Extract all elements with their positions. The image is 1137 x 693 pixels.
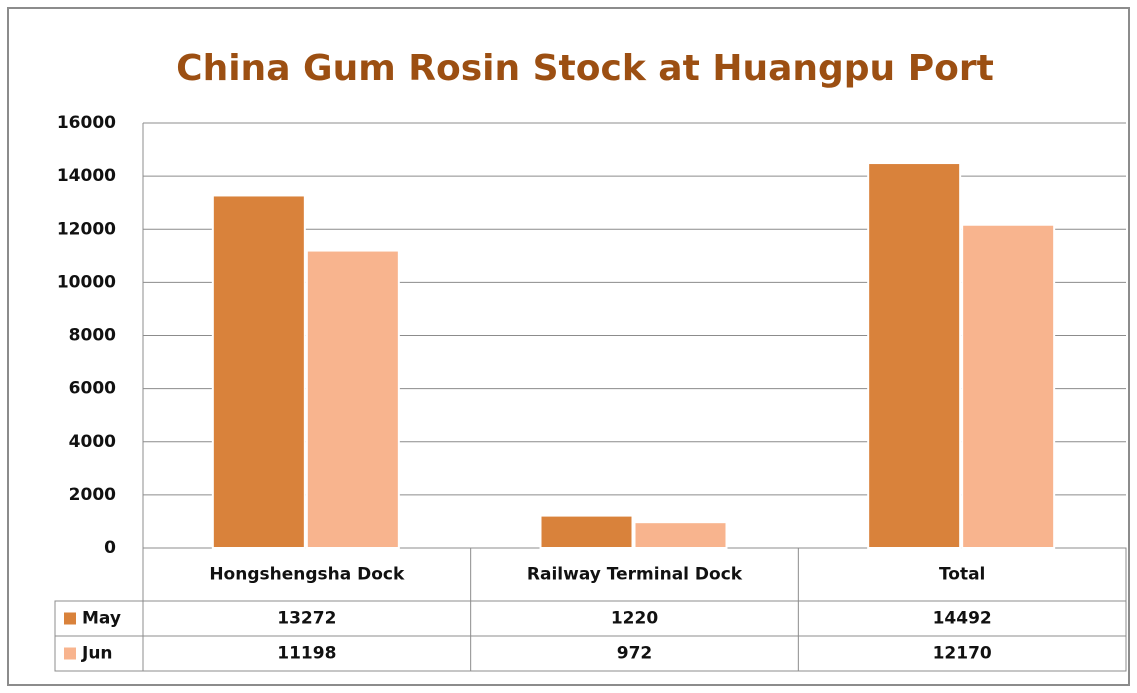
- bar: [539, 514, 634, 549]
- bar: [867, 162, 962, 549]
- table-value: 1220: [611, 609, 658, 629]
- y-tick-label: 12000: [57, 219, 116, 239]
- legend-label: Jun: [81, 644, 113, 664]
- y-tick-label: 6000: [69, 379, 116, 399]
- legend-swatch: [64, 647, 76, 660]
- legend-swatch: [64, 612, 76, 625]
- y-tick-label: 10000: [57, 272, 116, 292]
- x-tick-label: Total: [939, 565, 985, 585]
- table-value: 13272: [277, 609, 336, 629]
- x-tick-label: Railway Terminal Dock: [527, 565, 743, 585]
- y-tick-label: 2000: [69, 485, 116, 505]
- y-tick-label: 16000: [57, 113, 116, 133]
- legend-label: May: [82, 609, 121, 629]
- bar: [211, 194, 306, 549]
- bar: [633, 521, 728, 550]
- x-tick-label: Hongshengsha Dock: [209, 565, 405, 585]
- y-tick-label: 4000: [69, 432, 116, 452]
- y-tick-label: 0: [104, 538, 116, 558]
- table-value: 972: [617, 644, 653, 664]
- bar: [961, 223, 1056, 549]
- bar: [305, 249, 400, 549]
- table-value: 11198: [277, 644, 336, 664]
- y-tick-label: 8000: [69, 326, 116, 346]
- chart-title: China Gum Rosin Stock at Huangpu Port: [176, 48, 994, 89]
- table-value: 12170: [933, 644, 992, 664]
- y-tick-label: 14000: [57, 166, 116, 186]
- table-value: 14492: [933, 609, 992, 629]
